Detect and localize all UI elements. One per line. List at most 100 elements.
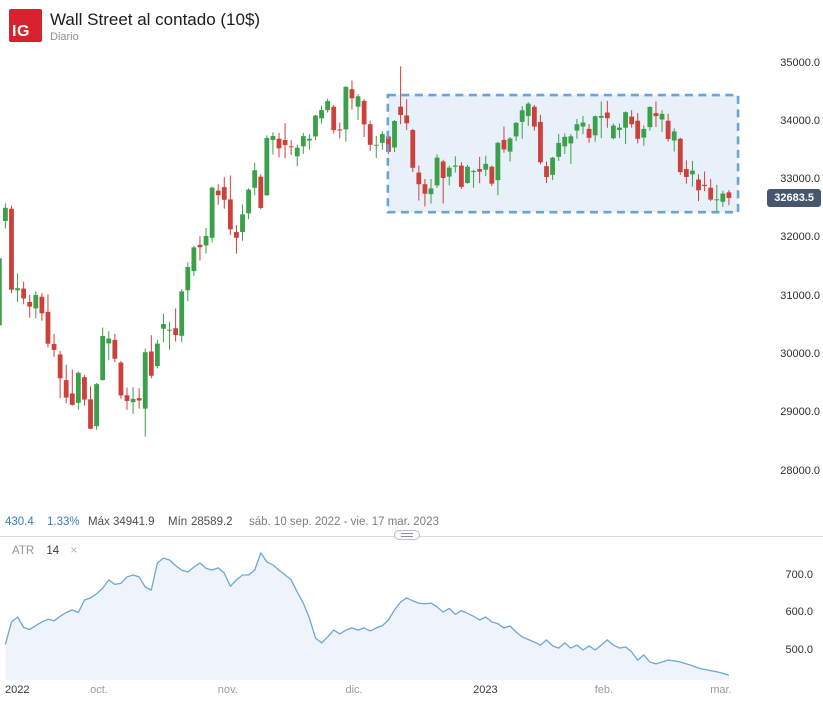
candle [690, 170, 695, 175]
candle [313, 115, 318, 137]
candle [720, 193, 726, 202]
candle [623, 112, 628, 128]
indicator-close-icon[interactable]: × [70, 543, 78, 557]
price-axis-label: 34000.0 [780, 114, 820, 127]
price-axis-label: 29000.0 [780, 406, 820, 419]
candle [179, 291, 185, 336]
candle [592, 116, 598, 136]
candle [726, 192, 732, 199]
min-value: 28589.2 [191, 516, 233, 528]
candle [611, 125, 616, 139]
candle [343, 86, 349, 130]
candle [118, 362, 124, 396]
candle [51, 343, 57, 350]
candle [15, 288, 20, 291]
candle [94, 384, 99, 427]
candle [471, 171, 476, 173]
price-axis-label: 28000.0 [780, 464, 820, 477]
candle [361, 100, 367, 125]
candle [124, 395, 130, 401]
indicator-axis-label: 700.0 [785, 568, 813, 581]
candle [167, 329, 172, 331]
candle [155, 343, 160, 367]
candle [659, 113, 665, 120]
candle [519, 110, 525, 122]
candle [635, 120, 641, 139]
candle [452, 165, 458, 167]
candle [63, 380, 69, 398]
time-axis-label: 2022 [5, 684, 30, 696]
candle [647, 107, 653, 128]
candle [3, 207, 8, 221]
indicator-period: 14 [46, 545, 60, 557]
candle [683, 169, 689, 177]
candle [410, 130, 416, 168]
candle [653, 113, 659, 117]
candle [604, 112, 610, 119]
candle [300, 136, 306, 147]
change-value: 430.4 [5, 516, 34, 528]
time-axis-label: oct. [90, 684, 108, 696]
candle [106, 338, 112, 344]
candle [574, 124, 580, 131]
candle [264, 137, 270, 196]
candle [75, 372, 81, 403]
candle [69, 393, 75, 405]
candle [39, 296, 45, 314]
candle [173, 328, 179, 336]
indicator-axis-label: 600.0 [785, 606, 813, 618]
candle [671, 131, 677, 141]
timeframe-label: Diario [50, 31, 79, 43]
candle [556, 142, 562, 157]
candle [459, 165, 464, 187]
candle [629, 116, 635, 125]
candle [477, 169, 483, 172]
candle [45, 311, 51, 344]
candle [434, 157, 440, 186]
min-label: Mín [168, 516, 188, 528]
candle [337, 129, 343, 131]
candle [507, 138, 513, 152]
selection-box-fill [387, 95, 739, 213]
candle [258, 176, 264, 208]
candle [227, 199, 233, 230]
candle [112, 339, 118, 359]
panel-resize-handle[interactable] [394, 530, 420, 540]
candle [203, 235, 209, 246]
candle [428, 188, 434, 195]
candle [325, 101, 331, 111]
time-axis-label: feb. [594, 684, 614, 696]
candle [88, 399, 93, 429]
max-label: Máx [88, 516, 110, 528]
candle [21, 288, 27, 299]
candle [82, 377, 87, 400]
candle [191, 247, 197, 272]
indicator-header: ATR 14 × [12, 543, 77, 557]
time-axis-label: 2023 [473, 684, 498, 696]
candle [598, 115, 604, 118]
current-price-badge: 32683.5 [767, 189, 821, 207]
candle [696, 179, 701, 191]
candle [586, 128, 592, 138]
candle [234, 232, 239, 238]
candle [252, 170, 258, 188]
candle [0, 258, 2, 326]
ig-logo[interactable]: IG [9, 9, 42, 42]
candle [221, 187, 227, 200]
candle [404, 115, 410, 124]
candle [550, 157, 555, 175]
price-axis-label: 31000.0 [780, 289, 820, 302]
candle [379, 134, 385, 143]
candle [27, 301, 33, 307]
candle [161, 323, 166, 329]
candle [544, 166, 549, 178]
candle [9, 208, 14, 290]
candle [489, 166, 495, 184]
candle [538, 121, 543, 163]
indicator-name: ATR [12, 545, 35, 557]
candle [355, 96, 361, 107]
candle [708, 187, 714, 200]
price-axis-label: 33000.0 [780, 173, 820, 186]
candle [392, 120, 397, 148]
